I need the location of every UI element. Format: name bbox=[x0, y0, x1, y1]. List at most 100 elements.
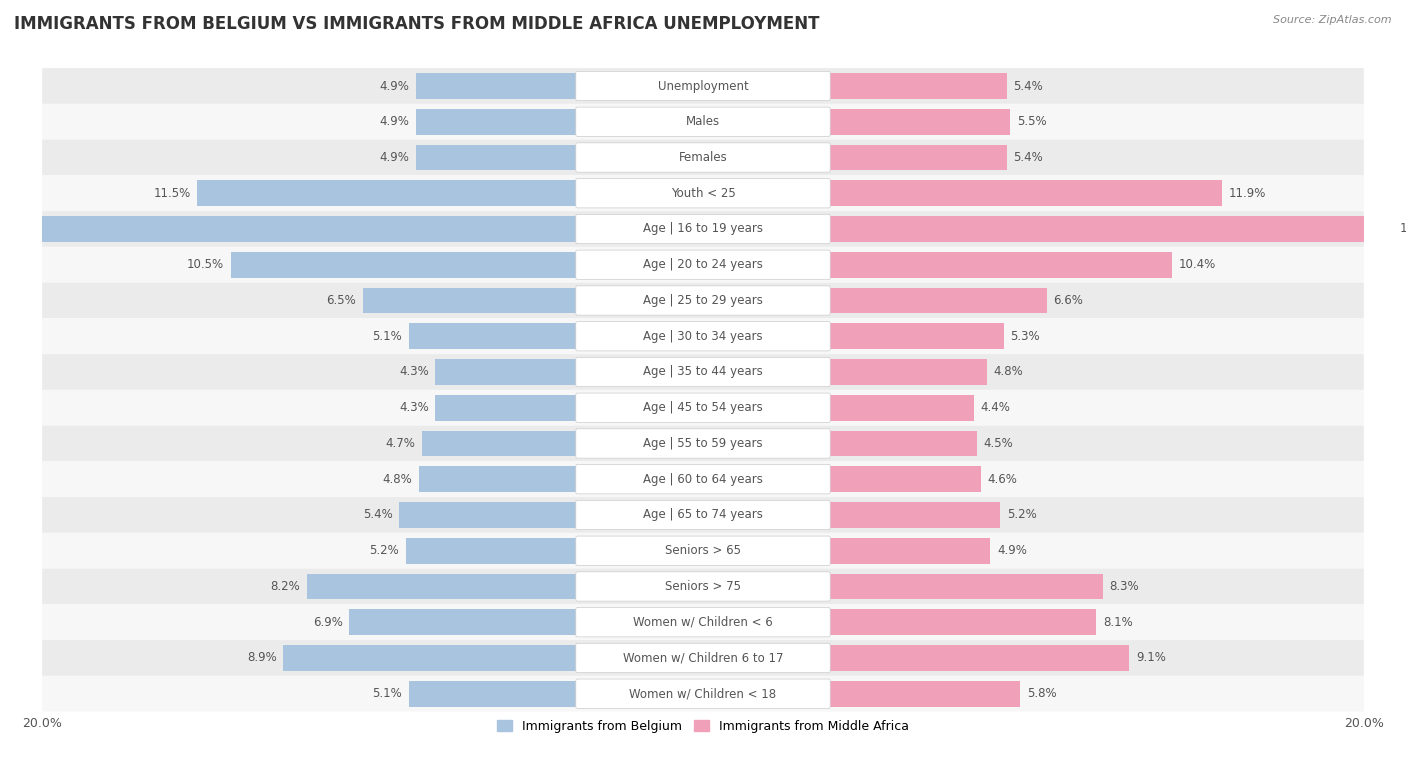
FancyBboxPatch shape bbox=[576, 322, 830, 351]
Text: Age | 65 to 74 years: Age | 65 to 74 years bbox=[643, 509, 763, 522]
Text: Age | 35 to 44 years: Age | 35 to 44 years bbox=[643, 366, 763, 378]
Bar bbox=[828, 681, 1021, 706]
Text: IMMIGRANTS FROM BELGIUM VS IMMIGRANTS FROM MIDDLE AFRICA UNEMPLOYMENT: IMMIGRANTS FROM BELGIUM VS IMMIGRANTS FR… bbox=[14, 15, 820, 33]
FancyBboxPatch shape bbox=[42, 354, 1364, 390]
FancyBboxPatch shape bbox=[576, 71, 830, 101]
Text: Seniors > 75: Seniors > 75 bbox=[665, 580, 741, 593]
Text: 6.9%: 6.9% bbox=[314, 615, 343, 629]
FancyBboxPatch shape bbox=[576, 465, 830, 494]
Bar bbox=[828, 217, 1393, 242]
Text: Women w/ Children < 6: Women w/ Children < 6 bbox=[633, 615, 773, 629]
Text: 5.2%: 5.2% bbox=[1007, 509, 1036, 522]
FancyBboxPatch shape bbox=[42, 569, 1364, 604]
Bar bbox=[436, 395, 578, 421]
Bar bbox=[828, 252, 1173, 278]
FancyBboxPatch shape bbox=[576, 608, 830, 637]
Text: 11.5%: 11.5% bbox=[153, 187, 191, 200]
Text: 5.4%: 5.4% bbox=[1014, 79, 1043, 92]
Text: 8.2%: 8.2% bbox=[270, 580, 299, 593]
Bar bbox=[399, 502, 578, 528]
Bar bbox=[197, 180, 578, 206]
Bar bbox=[828, 645, 1129, 671]
FancyBboxPatch shape bbox=[42, 425, 1364, 461]
Bar bbox=[828, 538, 990, 563]
Text: Age | 20 to 24 years: Age | 20 to 24 years bbox=[643, 258, 763, 271]
FancyBboxPatch shape bbox=[42, 533, 1364, 569]
Bar bbox=[828, 359, 987, 385]
Text: 4.9%: 4.9% bbox=[380, 79, 409, 92]
Text: 5.1%: 5.1% bbox=[373, 330, 402, 343]
Bar bbox=[419, 466, 578, 492]
FancyBboxPatch shape bbox=[576, 536, 830, 565]
Bar bbox=[828, 145, 1007, 170]
Bar bbox=[422, 431, 578, 456]
FancyBboxPatch shape bbox=[576, 357, 830, 387]
Text: Age | 60 to 64 years: Age | 60 to 64 years bbox=[643, 472, 763, 486]
Text: Women w/ Children 6 to 17: Women w/ Children 6 to 17 bbox=[623, 652, 783, 665]
Text: Males: Males bbox=[686, 115, 720, 128]
Text: 5.2%: 5.2% bbox=[370, 544, 399, 557]
Bar bbox=[828, 109, 1011, 135]
Bar bbox=[409, 681, 578, 706]
Bar bbox=[416, 109, 578, 135]
FancyBboxPatch shape bbox=[42, 176, 1364, 211]
FancyBboxPatch shape bbox=[576, 143, 830, 172]
Text: Age | 25 to 29 years: Age | 25 to 29 years bbox=[643, 294, 763, 307]
Text: 4.5%: 4.5% bbox=[984, 437, 1014, 450]
Text: 6.5%: 6.5% bbox=[326, 294, 356, 307]
Bar bbox=[409, 323, 578, 349]
FancyBboxPatch shape bbox=[42, 282, 1364, 319]
Text: Seniors > 65: Seniors > 65 bbox=[665, 544, 741, 557]
FancyBboxPatch shape bbox=[576, 286, 830, 315]
Bar bbox=[828, 180, 1222, 206]
Text: Age | 55 to 59 years: Age | 55 to 59 years bbox=[643, 437, 763, 450]
Bar bbox=[828, 431, 977, 456]
Bar bbox=[828, 502, 1001, 528]
Bar bbox=[307, 574, 578, 600]
FancyBboxPatch shape bbox=[42, 247, 1364, 282]
FancyBboxPatch shape bbox=[42, 104, 1364, 139]
Text: 5.1%: 5.1% bbox=[373, 687, 402, 700]
Text: 10.4%: 10.4% bbox=[1178, 258, 1216, 271]
Text: Age | 45 to 54 years: Age | 45 to 54 years bbox=[643, 401, 763, 414]
Text: 4.7%: 4.7% bbox=[385, 437, 416, 450]
Text: Unemployment: Unemployment bbox=[658, 79, 748, 92]
Bar bbox=[828, 395, 974, 421]
Text: 8.9%: 8.9% bbox=[247, 652, 277, 665]
Text: 4.6%: 4.6% bbox=[987, 472, 1017, 486]
FancyBboxPatch shape bbox=[42, 68, 1364, 104]
Text: 8.3%: 8.3% bbox=[1109, 580, 1139, 593]
FancyBboxPatch shape bbox=[42, 497, 1364, 533]
Text: 5.3%: 5.3% bbox=[1011, 330, 1040, 343]
Text: 4.9%: 4.9% bbox=[380, 115, 409, 128]
Text: 4.3%: 4.3% bbox=[399, 366, 429, 378]
Bar bbox=[284, 645, 578, 671]
Text: 10.5%: 10.5% bbox=[187, 258, 224, 271]
FancyBboxPatch shape bbox=[576, 679, 830, 709]
Text: 4.9%: 4.9% bbox=[380, 151, 409, 164]
Bar bbox=[416, 145, 578, 170]
FancyBboxPatch shape bbox=[576, 643, 830, 673]
FancyBboxPatch shape bbox=[576, 572, 830, 601]
FancyBboxPatch shape bbox=[576, 500, 830, 530]
Text: Age | 30 to 34 years: Age | 30 to 34 years bbox=[643, 330, 763, 343]
FancyBboxPatch shape bbox=[42, 211, 1364, 247]
Text: Source: ZipAtlas.com: Source: ZipAtlas.com bbox=[1274, 15, 1392, 25]
FancyBboxPatch shape bbox=[42, 604, 1364, 640]
Bar bbox=[231, 252, 578, 278]
FancyBboxPatch shape bbox=[576, 214, 830, 244]
Text: 4.3%: 4.3% bbox=[399, 401, 429, 414]
Text: 4.8%: 4.8% bbox=[382, 472, 412, 486]
Text: Women w/ Children < 18: Women w/ Children < 18 bbox=[630, 687, 776, 700]
Bar bbox=[828, 466, 980, 492]
FancyBboxPatch shape bbox=[576, 393, 830, 422]
Text: 8.1%: 8.1% bbox=[1102, 615, 1133, 629]
FancyBboxPatch shape bbox=[42, 319, 1364, 354]
Text: 17.1%: 17.1% bbox=[1400, 223, 1406, 235]
Text: 4.8%: 4.8% bbox=[994, 366, 1024, 378]
FancyBboxPatch shape bbox=[42, 139, 1364, 176]
Bar bbox=[363, 288, 578, 313]
Bar bbox=[828, 73, 1007, 99]
Text: 5.8%: 5.8% bbox=[1026, 687, 1056, 700]
Text: 4.9%: 4.9% bbox=[997, 544, 1026, 557]
